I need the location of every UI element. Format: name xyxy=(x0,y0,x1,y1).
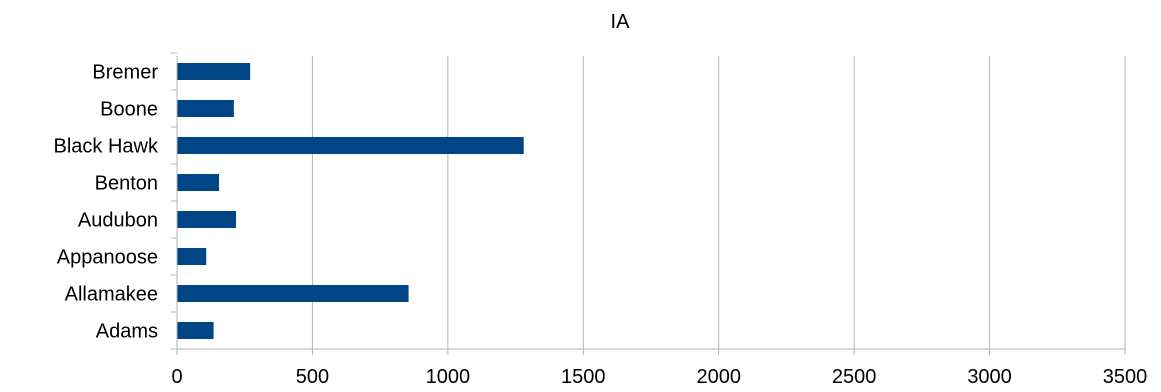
category-label: Bremer xyxy=(92,62,158,84)
bar xyxy=(177,285,409,302)
x-tick-labels: 0 500 1000 1500 2000 2500 3000 3500 xyxy=(171,366,1147,388)
bar xyxy=(177,100,234,117)
gridlines xyxy=(311,56,1126,349)
x-tick-label: 3500 xyxy=(1103,366,1148,388)
bar xyxy=(177,322,214,339)
category-label: Black Hawk xyxy=(54,136,159,158)
axes xyxy=(171,52,1126,355)
category-label: Audubon xyxy=(78,210,158,232)
category-label: Allamakee xyxy=(65,284,158,306)
x-tick-label: 2500 xyxy=(832,366,877,388)
bar xyxy=(177,63,251,80)
category-label: Benton xyxy=(95,173,158,195)
x-tick-label: 2000 xyxy=(696,366,741,388)
bar xyxy=(177,174,219,191)
bars xyxy=(177,63,524,339)
x-tick-label: 1500 xyxy=(561,366,606,388)
x-tick-label: 500 xyxy=(296,366,329,388)
bar xyxy=(177,248,207,265)
category-label: Adams xyxy=(96,321,158,343)
x-tick-label: 0 xyxy=(171,366,182,388)
bar xyxy=(177,137,524,154)
category-labels: Adams Allamakee Appanoose Audubon Benton Blac… xyxy=(54,62,159,343)
bar xyxy=(177,211,237,228)
category-label: Boone xyxy=(100,99,158,121)
category-label: Appanoose xyxy=(57,247,158,269)
x-tick-label: 1000 xyxy=(426,366,471,388)
chart-title: IA xyxy=(611,11,631,33)
x-tick-label: 3000 xyxy=(967,366,1012,388)
